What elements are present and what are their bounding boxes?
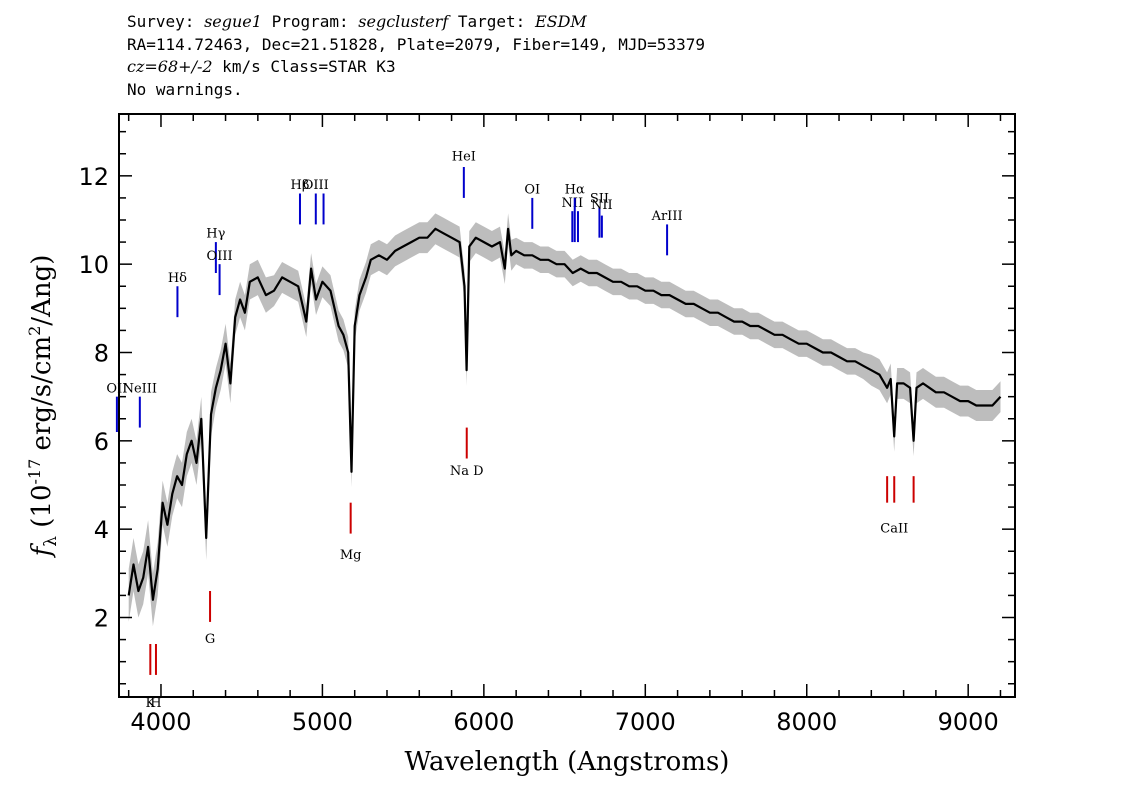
y-tick-label: 8 <box>94 340 109 368</box>
y-tick-label: 12 <box>78 163 109 191</box>
y-tick-label: 2 <box>94 605 109 633</box>
x-tick-label: 4000 <box>130 708 191 736</box>
header-line-warnings: No warnings. <box>127 79 243 99</box>
y-axis-label-part: -17 <box>25 459 44 485</box>
survey-value: segue1 <box>204 12 262 31</box>
emission-line-label: OIII <box>207 249 233 264</box>
y-tick-label: 4 <box>94 516 109 544</box>
header-line-redshift: cz=68+/-2 km/s Class=STAR K3 <box>127 56 705 79</box>
y-tick-label: 10 <box>78 251 109 279</box>
emission-line-label: NII <box>561 196 583 211</box>
redshift-value: cz=68+/-2 <box>127 57 213 76</box>
emission-line-label: Hβ <box>291 178 310 193</box>
header-line-survey: Survey: segue1 Program: segclusterf Targ… <box>127 11 705 34</box>
survey-label: Survey: <box>127 12 205 31</box>
y-axis-label-part: (10 <box>27 484 57 536</box>
target-label: Target: <box>448 12 535 31</box>
x-axis-label: Wavelength (Angstroms) <box>405 747 730 777</box>
error-band-layer <box>128 213 1001 627</box>
y-axis-label: fλ (10-17 erg/s/cm2/Ang) <box>25 255 61 559</box>
x-tick-label: 8000 <box>776 708 837 736</box>
header-line-coords: RA=114.72463, Dec=21.51828, Plate=2079, … <box>127 34 705 54</box>
y-tick-label: 6 <box>94 428 109 456</box>
emission-line-label: SII <box>590 191 609 206</box>
emission-line-label: ArIII <box>651 209 683 224</box>
plot-frame <box>118 113 1016 698</box>
spectrum-line <box>127 227 1002 601</box>
emission-line-label: Hγ <box>206 227 225 242</box>
y-axis-label-part: /Ang) <box>27 255 57 326</box>
absorption-line-label: Mg <box>340 548 362 563</box>
emission-line-label: NeIII <box>123 381 157 396</box>
error-band <box>128 213 1001 627</box>
program-value: segclusterf <box>358 12 449 31</box>
absorption-line-label: H <box>150 696 161 711</box>
absorption-line-label: Na D <box>450 464 484 479</box>
absorption-line-label: G <box>205 632 215 647</box>
spectrum-layer <box>127 227 1002 601</box>
x-tick-label: 5000 <box>292 708 353 736</box>
y-axis-label-part: λ <box>41 536 61 547</box>
emission-line-label: NII <box>591 198 613 213</box>
axes-layer: 4000 5000 6000 7000 8000 9000 2 4 6 8 10 12 <box>78 114 1015 736</box>
target-value: ESDM <box>534 12 587 31</box>
x-tick-label: 9000 <box>938 708 999 736</box>
program-label: Program: <box>261 12 359 31</box>
x-tick-label: 7000 <box>615 708 676 736</box>
class-value: km/s Class=STAR K3 <box>212 57 396 76</box>
emission-line-label: OIII <box>303 178 329 193</box>
emission-line-label: OII <box>106 381 127 396</box>
absorption-line-label: CaII <box>880 521 908 536</box>
emission-line-label: HeI <box>452 149 476 164</box>
y-axis-label-part: 2 <box>25 326 44 336</box>
y-axis-label-part: erg/s/cm <box>27 336 57 459</box>
emission-line-label: OI <box>524 183 540 198</box>
x-tick-label: 6000 <box>453 708 514 736</box>
emission-line-label: Hδ <box>168 271 187 286</box>
emission-line-label: Hα <box>565 183 585 198</box>
line-markers-layer: OIINeIIIHδHγOIIIHβOIIIHeIOINIIHαSIINIIAr… <box>106 149 915 711</box>
spectrum-header: Survey: segue1 Program: segclusterf Targ… <box>127 11 705 101</box>
absorption-line-label: K <box>145 696 155 711</box>
